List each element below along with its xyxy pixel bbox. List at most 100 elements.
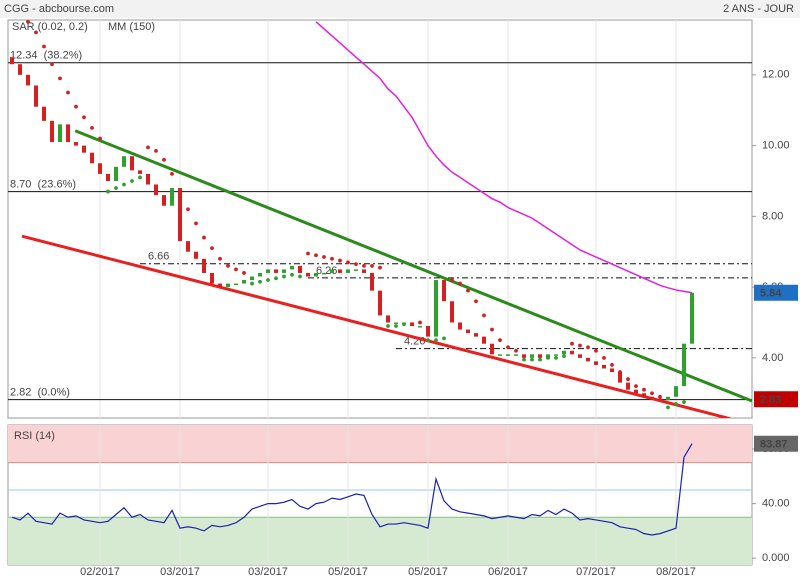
sar-dot (26, 20, 30, 24)
sar-dot (434, 338, 438, 343)
level-label: 6.66 (148, 251, 169, 263)
sar-dot (266, 278, 270, 282)
candle (202, 258, 206, 273)
candle (162, 195, 166, 206)
sar-dot (322, 255, 326, 259)
x-tick-label: 07/2017 (576, 566, 616, 578)
y-tick-label: 4.00 (762, 352, 783, 364)
candle (674, 386, 678, 397)
sar-dot (402, 322, 406, 327)
sar-dot (130, 179, 134, 183)
candle (82, 145, 86, 153)
candle (250, 276, 254, 281)
candle (650, 396, 654, 399)
candle (18, 64, 22, 75)
sar-dot (538, 357, 542, 362)
sar-dot (298, 274, 302, 279)
candle (26, 74, 30, 86)
sar-dot (570, 341, 574, 346)
candle (210, 272, 214, 284)
rsi-tag-label: 83.87 (760, 439, 788, 451)
candle (146, 173, 150, 185)
candle (506, 354, 510, 356)
price-tag (754, 391, 798, 408)
sar-dot (202, 235, 206, 240)
candle (570, 350, 574, 355)
sar-dot (522, 357, 526, 362)
candle (362, 269, 366, 273)
sar-dot (106, 189, 110, 194)
sar-dot (82, 115, 86, 120)
sar-dot (674, 401, 678, 406)
candle (442, 280, 446, 302)
candle (314, 272, 318, 277)
candle (378, 290, 382, 316)
sar-dot (490, 327, 494, 332)
legend-sar: SAR (0.02, 0.2) (12, 21, 88, 33)
candle (474, 333, 478, 337)
sar-dot (466, 288, 470, 293)
trendline (21, 234, 731, 418)
sar-dot (66, 90, 70, 95)
level-label: 12.34 (38.2%) (10, 50, 82, 62)
candle (682, 343, 686, 387)
sar-dot (482, 313, 486, 318)
sar-dot (410, 322, 414, 327)
candle (50, 120, 54, 143)
x-tick-label: 05/2017 (328, 566, 368, 578)
legend-mm: MM (150) (108, 21, 155, 33)
sar-dot (642, 387, 646, 392)
y-tick-label: 0.000 (762, 552, 790, 564)
candle (450, 301, 454, 323)
sar-dot (234, 267, 238, 272)
candle (370, 272, 374, 291)
sar-dot (282, 274, 286, 279)
sar-dot (626, 377, 630, 381)
candle (122, 156, 126, 167)
candle (482, 336, 486, 344)
sar-dot (530, 357, 534, 362)
candle (130, 156, 134, 171)
candle (386, 315, 390, 323)
sar-dot (154, 148, 158, 153)
x-tick-label: 03/2017 (248, 566, 288, 578)
sar-dot (554, 355, 558, 360)
candle (290, 265, 294, 270)
sar-dot (362, 263, 366, 268)
sar-dot (498, 338, 502, 343)
candle (594, 361, 598, 365)
candle (234, 283, 238, 286)
candle (434, 280, 438, 337)
sar-dot (74, 104, 78, 109)
sar-dot (618, 370, 622, 374)
sar-dot (338, 258, 342, 263)
candle (554, 354, 558, 356)
candle (690, 292, 694, 344)
candle (58, 124, 62, 143)
sar-dot (258, 279, 262, 284)
candle (194, 251, 198, 259)
y-tick-label: 12.00 (762, 69, 790, 81)
sar-dot (122, 182, 126, 187)
candle (106, 173, 110, 181)
x-tick-label: 03/2017 (160, 566, 200, 578)
candle (530, 354, 534, 358)
sar-dot (594, 348, 598, 353)
candle (578, 354, 582, 358)
price-tag (754, 284, 798, 301)
candle (522, 354, 526, 358)
rsi-name: RSI (14) (14, 430, 55, 442)
candle (186, 241, 190, 252)
candle (170, 188, 174, 206)
candle (634, 389, 638, 394)
sar-dot (354, 262, 358, 267)
candle (330, 269, 334, 273)
candle (66, 124, 70, 143)
level-label: 8.70 (23.6%) (10, 178, 76, 190)
candle (466, 329, 470, 334)
candle (394, 322, 398, 324)
candle (514, 354, 518, 356)
candle (490, 343, 494, 355)
candle (346, 269, 350, 273)
sar-dot (514, 348, 518, 353)
